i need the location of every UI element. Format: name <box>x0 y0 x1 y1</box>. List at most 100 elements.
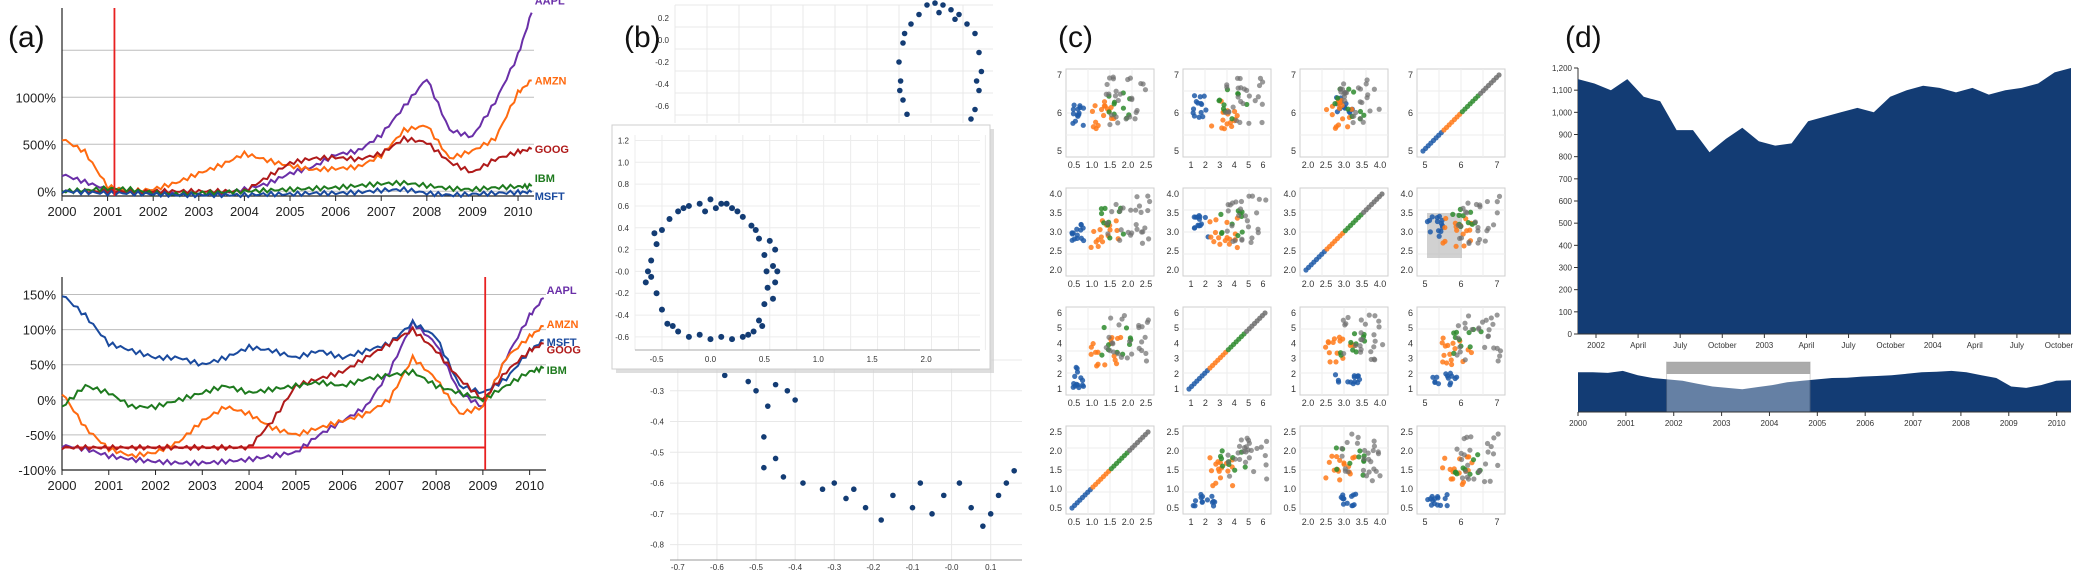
x-tick-label: -0.7 <box>671 563 685 572</box>
data-point <box>1237 206 1244 212</box>
x-tick-label: 4 <box>1232 279 1237 289</box>
data-point <box>1460 205 1466 211</box>
data-point <box>1235 94 1241 100</box>
x-tick-label: 0.5 <box>1068 517 1081 527</box>
data-point <box>1259 101 1265 107</box>
data-point <box>1104 220 1110 226</box>
data-point <box>748 222 755 229</box>
y-tick-label: 2.0 <box>1049 446 1062 456</box>
data-point <box>972 30 978 37</box>
data-point <box>1090 124 1096 130</box>
data-point <box>1467 447 1473 453</box>
y-tick-label: 2 <box>1174 369 1179 379</box>
data-point <box>900 97 906 103</box>
y-tick-label: 2.5 <box>1166 246 1179 256</box>
y-tick-label: 2.5 <box>1283 427 1296 437</box>
data-point <box>1246 440 1252 446</box>
data-point <box>1341 460 1347 466</box>
data-point <box>1461 435 1467 442</box>
data-point <box>1468 434 1474 440</box>
data-point <box>1332 125 1339 131</box>
data-point <box>1098 210 1105 217</box>
data-point <box>1333 359 1339 365</box>
data-point <box>1239 229 1245 235</box>
data-point <box>1343 321 1349 327</box>
zoom-lens <box>611 124 991 370</box>
data-point <box>1376 324 1382 330</box>
x-tick-label: 3.5 <box>1356 517 1369 527</box>
x-tick-label: 2002 <box>141 478 170 493</box>
data-point <box>1072 118 1079 124</box>
series-label-aapl: AAPL <box>547 285 577 297</box>
data-point <box>1225 459 1231 465</box>
data-point <box>1076 384 1082 391</box>
data-point <box>1482 461 1489 467</box>
x-tick-label: 5 <box>1246 517 1251 527</box>
y-tick-label: 3.5 <box>1049 208 1062 218</box>
x-tick-label: 4 <box>1232 160 1237 170</box>
x-tick-label: 2 <box>1203 279 1208 289</box>
data-point <box>1221 102 1227 108</box>
data-point <box>644 268 651 275</box>
data-point <box>680 205 687 212</box>
y-tick-label: 800 <box>1559 153 1573 162</box>
data-point <box>1475 326 1482 332</box>
data-point <box>1453 243 1459 249</box>
y-tick-label: 1.0 <box>1166 484 1179 494</box>
x-tick-label: 6 <box>1458 279 1463 289</box>
data-point <box>1335 95 1341 101</box>
data-point <box>1259 119 1265 126</box>
data-point <box>1235 450 1241 456</box>
data-point <box>890 492 896 499</box>
data-point <box>1485 333 1491 339</box>
y-tick-label: 1 <box>1291 384 1296 394</box>
data-point <box>1355 373 1361 379</box>
data-point <box>1072 373 1078 379</box>
data-point <box>1237 119 1243 126</box>
data-point <box>1494 210 1500 216</box>
x-tick-label: 2.0 <box>1302 398 1315 408</box>
data-point <box>1370 447 1376 454</box>
y-tick-label: 200 <box>1559 286 1573 295</box>
data-point <box>1448 357 1454 363</box>
y-tick-label: -0.3 <box>650 387 664 396</box>
data-point <box>1262 452 1268 459</box>
data-point <box>1127 232 1134 238</box>
data-point <box>1495 358 1501 364</box>
x-tick-label: 2 <box>1203 398 1208 408</box>
data-point <box>1080 122 1086 128</box>
data-point <box>1115 97 1121 104</box>
x-tick-label: July <box>1673 341 1687 350</box>
x-tick-label: 2002 <box>1587 341 1605 350</box>
data-point <box>1329 453 1335 459</box>
data-point <box>1106 334 1112 340</box>
data-point <box>1471 476 1477 482</box>
data-point <box>1350 89 1357 95</box>
data-point <box>1444 492 1450 498</box>
data-point <box>1339 116 1346 122</box>
y-tick-label: -0.2 <box>615 289 629 298</box>
data-point <box>952 16 958 23</box>
data-point <box>1496 72 1502 78</box>
data-point <box>1486 327 1492 333</box>
data-point <box>1348 339 1354 346</box>
data-point <box>1252 98 1258 104</box>
x-tick-label: 6 <box>1260 517 1265 527</box>
data-point <box>1257 75 1264 81</box>
x-tick-label: 2005 <box>281 478 310 493</box>
data-point <box>1345 124 1351 130</box>
y-tick-label: 0.5 <box>1166 503 1179 513</box>
y-tick-label: 5 <box>1057 323 1062 333</box>
data-point <box>1457 349 1463 355</box>
data-point <box>658 226 665 233</box>
x-tick-label: 2003 <box>1755 341 1773 350</box>
data-point <box>1341 350 1347 357</box>
data-point <box>924 2 930 8</box>
x-tick-label: 2007 <box>375 478 404 493</box>
data-point <box>1463 468 1469 475</box>
x-tick-label: -0.0 <box>945 563 959 572</box>
data-point <box>1211 239 1217 245</box>
data-point <box>1360 467 1367 473</box>
data-point <box>1482 344 1488 350</box>
y-tick-label: 7 <box>1174 70 1179 80</box>
